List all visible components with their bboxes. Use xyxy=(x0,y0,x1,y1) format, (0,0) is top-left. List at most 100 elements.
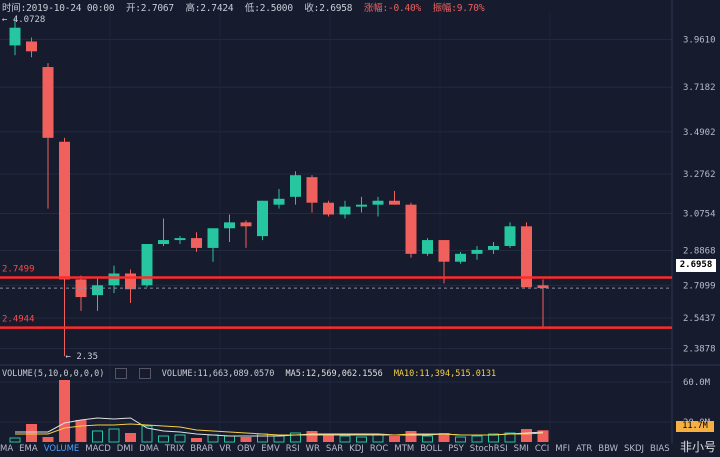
candle xyxy=(207,228,219,262)
candle xyxy=(141,244,153,288)
volume-bar xyxy=(141,425,153,443)
indicator-tab-roc[interactable]: ROC xyxy=(369,444,389,454)
candle xyxy=(422,238,433,256)
candle xyxy=(240,220,252,248)
candle xyxy=(26,37,37,58)
candle-body xyxy=(372,200,384,205)
volume-bar xyxy=(323,434,334,442)
indicator-tab-dma[interactable]: DMA xyxy=(139,444,159,454)
candle xyxy=(372,196,384,217)
candle-body xyxy=(323,202,334,215)
candle-body xyxy=(125,273,136,290)
candle-body xyxy=(405,204,417,254)
candle xyxy=(191,232,202,252)
level-label: 2.7499 xyxy=(2,264,35,274)
candle-body xyxy=(191,238,202,248)
volume-bar xyxy=(339,435,351,443)
info-time: 时间:2019-10-24 00:00 xyxy=(2,3,115,14)
indicator-tab-vr[interactable]: VR xyxy=(219,444,232,454)
indicator-tab-mfi[interactable]: MFI xyxy=(555,444,570,454)
indicator-tab-ema[interactable]: EMA xyxy=(19,444,38,454)
volume-bar xyxy=(207,434,219,443)
volume-bar xyxy=(191,438,202,442)
info-close: 收:2.6958 xyxy=(304,3,353,14)
volume-bar xyxy=(9,437,21,443)
indicator-tab-macd[interactable]: MACD xyxy=(85,444,111,454)
candle xyxy=(339,200,351,219)
candle xyxy=(488,242,499,254)
volume-bar xyxy=(372,434,384,443)
candle xyxy=(521,222,532,288)
indicator-tab-emv[interactable]: EMV xyxy=(261,444,280,454)
indicator-tab-mtm[interactable]: MTM xyxy=(394,444,415,454)
volume-bar xyxy=(257,433,268,443)
volume-bar xyxy=(422,435,433,443)
candle xyxy=(438,240,450,284)
indicator-tab-brar[interactable]: BRAR xyxy=(190,444,214,454)
volume-bar xyxy=(471,435,483,443)
volume-bar xyxy=(26,424,37,442)
candle xyxy=(455,251,466,264)
candle-body xyxy=(521,226,532,288)
indicator-tab-psy[interactable]: PSY xyxy=(448,444,464,454)
candle xyxy=(92,277,103,311)
indicator-tab-wr[interactable]: WR xyxy=(305,444,320,454)
candle xyxy=(59,137,70,357)
candle-body xyxy=(290,175,301,197)
indicator-tab-bias[interactable]: BIAS xyxy=(650,444,670,454)
candle-body xyxy=(273,198,285,205)
legend-toggle-icon[interactable] xyxy=(115,368,128,379)
candle xyxy=(257,200,268,241)
price-tick-label: 3.4902 xyxy=(683,128,716,138)
indicator-tab-trix[interactable]: TRIX xyxy=(164,444,185,454)
volume-bar xyxy=(108,428,120,443)
indicator-tab-smi[interactable]: SMI xyxy=(513,444,529,454)
info-change: 涨幅:-0.40% xyxy=(363,3,422,14)
candle xyxy=(174,236,186,244)
indicator-tab-kdj[interactable]: KDJ xyxy=(349,444,364,454)
candle-body xyxy=(224,222,235,229)
indicator-tab-boll[interactable]: BOLL xyxy=(420,444,443,454)
ohlc-info: 时间:2019-10-24 00:00 开:2.7067 高:2.7424 低:… xyxy=(2,0,490,14)
candle-body xyxy=(108,273,120,286)
candle xyxy=(158,218,169,246)
candle xyxy=(471,245,483,260)
candle-body xyxy=(257,200,268,237)
candle xyxy=(9,17,21,56)
volume-bar xyxy=(125,433,136,442)
indicator-tab-volume[interactable]: VOLUME xyxy=(43,444,80,454)
candle-body xyxy=(422,240,433,254)
legend-settings-icon[interactable] xyxy=(138,368,151,379)
candle xyxy=(356,196,367,213)
indicator-tab-atr[interactable]: ATR xyxy=(575,444,593,454)
indicator-tab-ma[interactable]: MA xyxy=(0,444,14,454)
candle xyxy=(273,188,285,209)
volume-bar xyxy=(59,380,70,442)
candle-body xyxy=(356,204,367,207)
volume-bar xyxy=(290,432,301,443)
volume-bar xyxy=(389,436,400,442)
volume-bar xyxy=(356,436,367,443)
indicator-tab-obv[interactable]: OBV xyxy=(237,444,256,454)
indicator-tab-cci[interactable]: CCI xyxy=(534,444,550,454)
indicator-tab-stochrsi[interactable]: StochRSI xyxy=(469,444,508,454)
volume-bar xyxy=(42,437,54,442)
indicator-tab-dmi[interactable]: DMI xyxy=(116,444,134,454)
candle-body xyxy=(9,27,21,46)
indicator-tab-rsi[interactable]: RSI xyxy=(285,444,300,454)
extreme-markers: ← 4.0728 ← 2.35 xyxy=(2,15,98,362)
candle-body xyxy=(488,245,499,250)
candle xyxy=(224,214,235,243)
candle-body xyxy=(438,240,450,262)
indicator-tab-skdj[interactable]: SKDJ xyxy=(624,444,645,454)
candle xyxy=(389,190,400,205)
candle-body xyxy=(306,177,318,203)
info-amplitude: 振幅:9.70% xyxy=(432,3,485,14)
candle-body xyxy=(59,141,70,280)
volume-bar xyxy=(521,429,532,442)
indicator-tab-bbw[interactable]: BBW xyxy=(598,444,619,454)
indicator-tabs: MA EMA VOLUME MACD DMI DMA TRIX BRAR VR OBV EMV RSI… xyxy=(0,444,720,457)
indicator-tab-sar[interactable]: SAR xyxy=(325,444,344,454)
volume-bar xyxy=(273,435,285,443)
